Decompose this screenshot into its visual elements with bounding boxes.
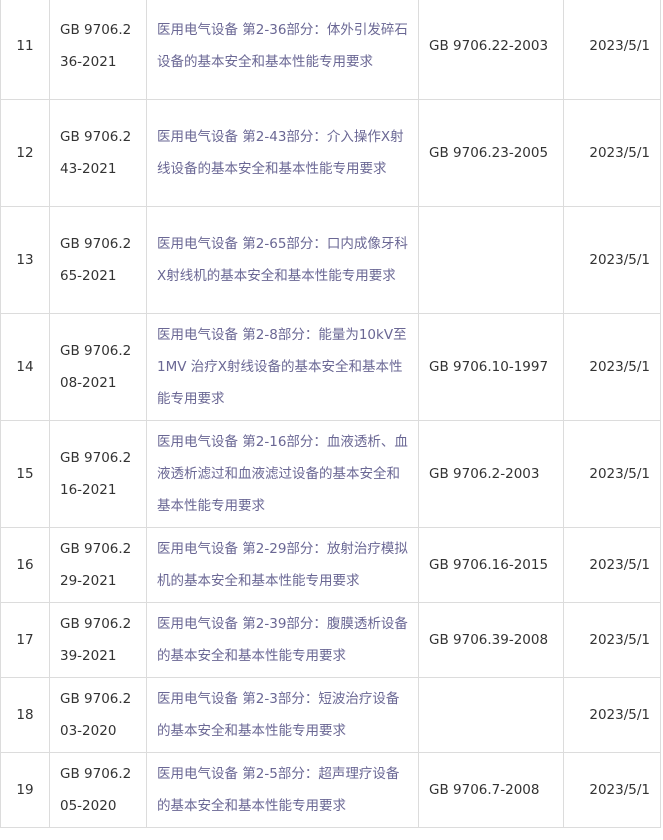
row-number: 15 (0, 420, 50, 528)
effective-date: 2023/5/1 (563, 420, 661, 528)
replaced-standard: GB 9706.10-1997 (418, 313, 564, 421)
standard-code: GB 9706.236-2021 (49, 0, 147, 100)
effective-date: 2023/5/1 (563, 0, 661, 100)
table-row: 15 GB 9706.216-2021 医用电气设备 第2-16部分：血液透析、… (0, 420, 661, 528)
standard-code: GB 9706.208-2021 (49, 313, 147, 421)
row-number: 13 (0, 206, 50, 314)
table-row: 11 GB 9706.236-2021 医用电气设备 第2-36部分：体外引发碎… (0, 0, 661, 100)
replaced-standard (418, 677, 564, 753)
standard-code: GB 9706.205-2020 (49, 752, 147, 828)
standard-title: 医用电气设备 第2-36部分：体外引发碎石设备的基本安全和基本性能专用要求 (146, 0, 419, 100)
replaced-standard: GB 9706.39-2008 (418, 602, 564, 678)
row-number: 11 (0, 0, 50, 100)
effective-date: 2023/5/1 (563, 752, 661, 828)
table-row: 14 GB 9706.208-2021 医用电气设备 第2-8部分：能量为10k… (0, 313, 661, 421)
table-row: 12 GB 9706.243-2021 医用电气设备 第2-43部分：介入操作X… (0, 99, 661, 207)
table-row: 18 GB 9706.203-2020 医用电气设备 第2-3部分：短波治疗设备… (0, 677, 661, 753)
standard-title: 医用电气设备 第2-5部分：超声理疗设备的基本安全和基本性能专用要求 (146, 752, 419, 828)
standard-code: GB 9706.239-2021 (49, 602, 147, 678)
standard-code: GB 9706.243-2021 (49, 99, 147, 207)
standard-title: 医用电气设备 第2-43部分：介入操作X射线设备的基本安全和基本性能专用要求 (146, 99, 419, 207)
standard-title: 医用电气设备 第2-16部分：血液透析、血液透析滤过和血液滤过设备的基本安全和基… (146, 420, 419, 528)
row-number: 17 (0, 602, 50, 678)
standard-title: 医用电气设备 第2-39部分：腹膜透析设备的基本安全和基本性能专用要求 (146, 602, 419, 678)
table-row: 16 GB 9706.229-2021 医用电气设备 第2-29部分：放射治疗模… (0, 527, 661, 603)
effective-date: 2023/5/1 (563, 206, 661, 314)
replaced-standard: GB 9706.16-2015 (418, 527, 564, 603)
standard-code: GB 9706.203-2020 (49, 677, 147, 753)
effective-date: 2023/5/1 (563, 313, 661, 421)
row-number: 16 (0, 527, 50, 603)
effective-date: 2023/5/1 (563, 677, 661, 753)
table-row: 13 GB 9706.265-2021 医用电气设备 第2-65部分：口内成像牙… (0, 206, 661, 314)
standard-code: GB 9706.216-2021 (49, 420, 147, 528)
effective-date: 2023/5/1 (563, 99, 661, 207)
replaced-standard: GB 9706.23-2005 (418, 99, 564, 207)
replaced-standard (418, 206, 564, 314)
effective-date: 2023/5/1 (563, 602, 661, 678)
table-row: 17 GB 9706.239-2021 医用电气设备 第2-39部分：腹膜透析设… (0, 602, 661, 678)
standard-code: GB 9706.229-2021 (49, 527, 147, 603)
standard-title: 医用电气设备 第2-8部分：能量为10kV至1MV 治疗X射线设备的基本安全和基… (146, 313, 419, 421)
row-number: 18 (0, 677, 50, 753)
effective-date: 2023/5/1 (563, 527, 661, 603)
replaced-standard: GB 9706.2-2003 (418, 420, 564, 528)
row-number: 19 (0, 752, 50, 828)
table-row: 19 GB 9706.205-2020 医用电气设备 第2-5部分：超声理疗设备… (0, 752, 661, 828)
standard-title: 医用电气设备 第2-29部分：放射治疗模拟机的基本安全和基本性能专用要求 (146, 527, 419, 603)
standard-title: 医用电气设备 第2-65部分：口内成像牙科X射线机的基本安全和基本性能专用要求 (146, 206, 419, 314)
replaced-standard: GB 9706.7-2008 (418, 752, 564, 828)
replaced-standard: GB 9706.22-2003 (418, 0, 564, 100)
row-number: 14 (0, 313, 50, 421)
standard-title: 医用电气设备 第2-3部分：短波治疗设备的基本安全和基本性能专用要求 (146, 677, 419, 753)
row-number: 12 (0, 99, 50, 207)
standard-code: GB 9706.265-2021 (49, 206, 147, 314)
